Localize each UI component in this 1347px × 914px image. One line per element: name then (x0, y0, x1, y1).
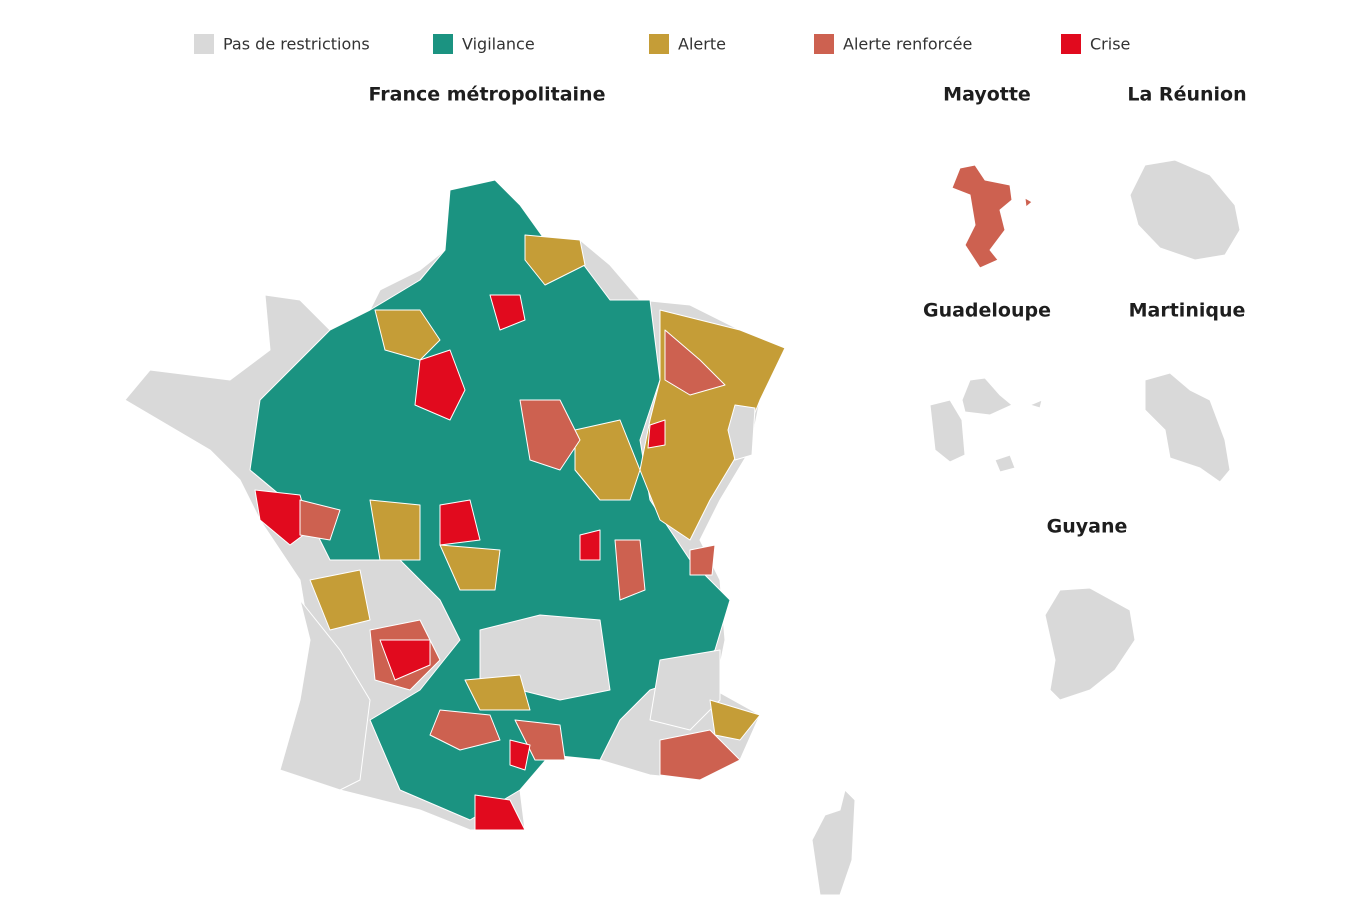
region (474, 794, 526, 831)
region (489, 294, 526, 331)
region (994, 454, 1016, 473)
region (1144, 372, 1231, 483)
region (414, 349, 466, 421)
overseas-maps (929, 159, 1241, 701)
region (519, 399, 581, 471)
panel-title: La Réunion (1127, 84, 1246, 106)
region (509, 739, 531, 771)
panel-title: Mayotte (943, 84, 1031, 106)
region (464, 674, 531, 711)
region (379, 639, 431, 681)
region (664, 329, 726, 396)
panel-title: France métropolitaine (369, 84, 606, 106)
france-map (124, 179, 856, 896)
region (524, 234, 586, 286)
region (299, 499, 341, 541)
panel-title: Martinique (1129, 300, 1246, 322)
region (1129, 159, 1241, 261)
region (689, 544, 716, 576)
region (439, 499, 481, 546)
region (961, 377, 1013, 416)
legend: Pas de restrictions Vigilance Alerte Alerte… (194, 34, 1130, 54)
legend-swatch (649, 34, 669, 54)
region (574, 419, 641, 501)
region (929, 399, 966, 463)
region (249, 179, 731, 821)
region (1029, 399, 1043, 409)
region (254, 489, 311, 546)
panel-title: Guyane (1047, 516, 1128, 538)
region (439, 544, 501, 591)
region (579, 529, 601, 561)
legend-swatch (1061, 34, 1081, 54)
region (374, 309, 441, 361)
region (279, 599, 371, 791)
legend-swatch (433, 34, 453, 54)
region (369, 499, 421, 561)
legend-label: Crise (1090, 35, 1130, 54)
region (647, 419, 666, 449)
legend-swatch (194, 34, 214, 54)
region (309, 569, 371, 631)
region (709, 699, 761, 741)
region (659, 729, 741, 781)
legend-label: Vigilance (462, 35, 535, 54)
region (614, 539, 646, 601)
legend-label: Pas de restrictions (223, 35, 370, 54)
region (1024, 197, 1033, 208)
region (429, 709, 501, 751)
region (811, 789, 856, 896)
region (1044, 587, 1136, 701)
panel-title: Guadeloupe (923, 300, 1051, 322)
legend-label: Alerte (678, 35, 726, 54)
region (951, 164, 1013, 269)
legend-label: Alerte renforcée (843, 35, 972, 54)
region (649, 649, 721, 731)
region (727, 404, 756, 461)
legend-swatch (814, 34, 834, 54)
